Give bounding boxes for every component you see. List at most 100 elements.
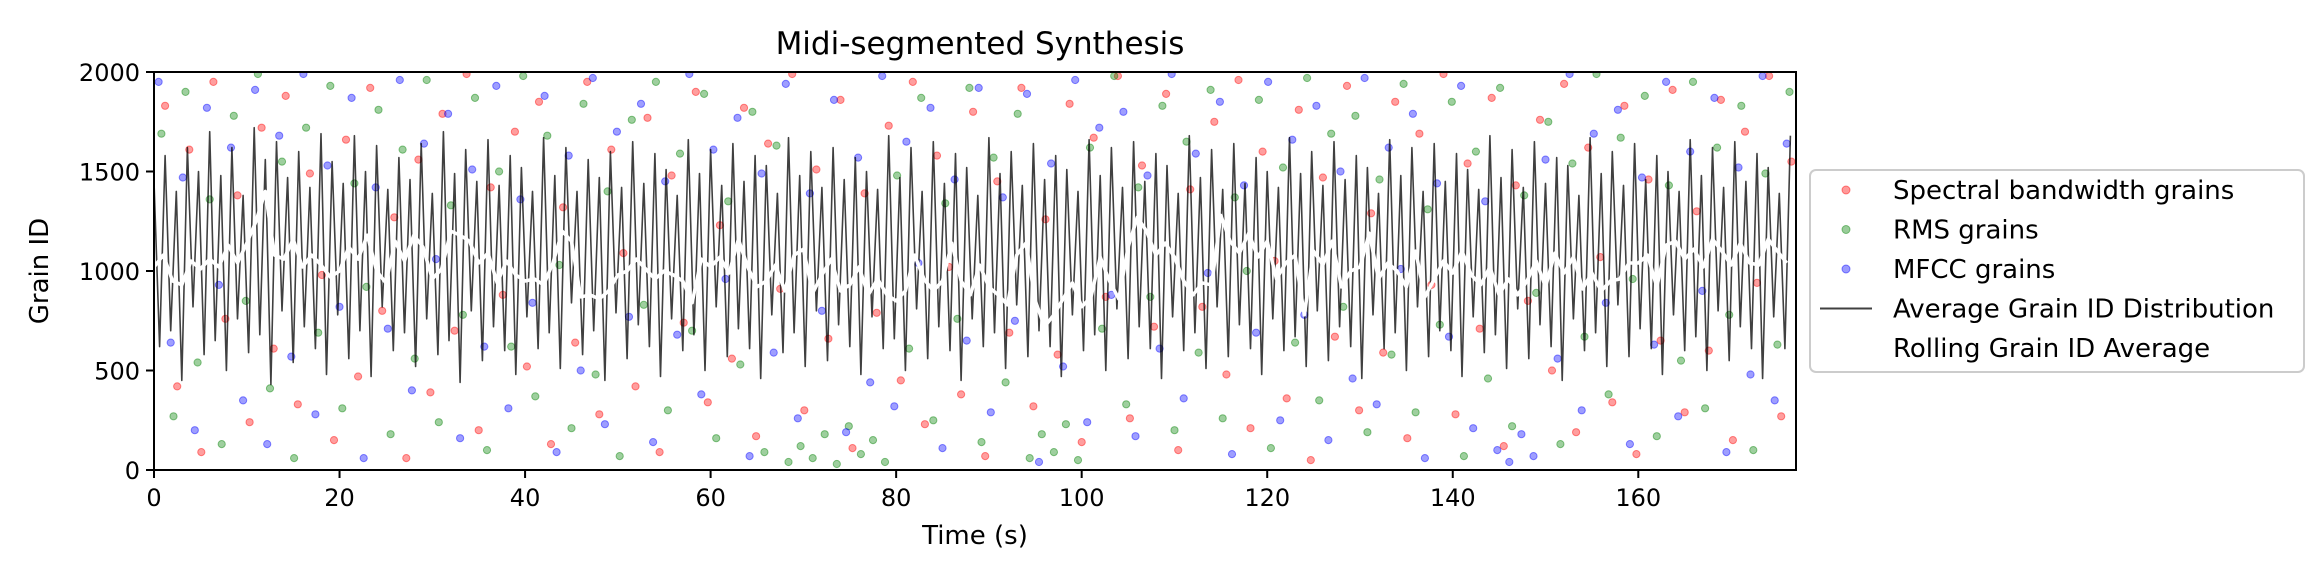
plot-series [154, 72, 1796, 469]
scatter-point [482, 446, 492, 455]
scatter-point [438, 109, 447, 118]
scatter-point [908, 77, 917, 87]
scatter-point [866, 378, 875, 387]
scatter-point [1415, 129, 1424, 138]
scatter-point [522, 362, 532, 371]
legend-label: RMS grains [1893, 216, 2039, 246]
scatter-point [764, 139, 773, 148]
scatter-point [1403, 434, 1412, 443]
scatter-point [1179, 394, 1188, 403]
scatter-point [1688, 77, 1698, 87]
scatter-point [1143, 171, 1152, 180]
scatter-point [1572, 428, 1581, 437]
scatter-point [1676, 356, 1686, 365]
scatter-point [752, 432, 761, 441]
legend-item: Spectral bandwidth grains [1841, 176, 2234, 206]
scatter-point [1071, 75, 1080, 85]
scatter-point [1049, 448, 1059, 457]
scatter-point [926, 103, 935, 112]
scatter-point [202, 103, 211, 112]
scatter-point [1206, 85, 1215, 95]
scatter-point [1668, 85, 1677, 95]
scatter-point [712, 434, 721, 443]
scatter-point [583, 77, 592, 87]
scatter-point [1749, 446, 1758, 455]
scatter-point [293, 400, 302, 409]
scatter-point [1652, 432, 1661, 441]
scatter-point [1420, 454, 1430, 463]
scatter-point [431, 255, 441, 264]
scatter-point [685, 72, 694, 79]
scatter-point [1785, 87, 1794, 97]
scatter-point [1423, 205, 1432, 214]
legend-item: MFCC grains [1841, 255, 2055, 285]
scatter-point [209, 77, 218, 87]
scatter-point [651, 77, 661, 87]
scatter-point [600, 420, 610, 429]
scatter-point [727, 354, 737, 363]
scatter-point [856, 450, 866, 459]
scatter-point [1432, 179, 1442, 188]
scatter-point [607, 145, 616, 154]
scatter-point [1375, 175, 1384, 184]
scatter-point [354, 372, 363, 381]
scatter-point [989, 153, 998, 162]
scatter-point [1399, 79, 1408, 89]
scatter-point [1077, 438, 1086, 447]
scatter-point [1174, 446, 1183, 455]
scatter-point [1592, 72, 1601, 79]
scatter-point [1239, 181, 1249, 190]
average-distribution-line [154, 126, 1792, 386]
scatter-point [760, 448, 769, 457]
scatter-point [1737, 101, 1746, 110]
scatter-point [576, 366, 585, 375]
scatter-point [817, 306, 827, 315]
scatter-point [1758, 72, 1767, 81]
scatter-point [896, 376, 905, 385]
legend-label: Rolling Grain ID Average [1893, 334, 2210, 364]
scatter-point [1215, 97, 1225, 106]
scatter-point [154, 77, 163, 87]
scatter-point [559, 203, 568, 212]
scatter-point [902, 137, 911, 146]
scatter-point [492, 81, 501, 91]
scatter-point [769, 348, 778, 357]
scatter-point [969, 107, 978, 116]
rolling-average-line [154, 189, 1789, 329]
scatter-point [1777, 412, 1786, 421]
scatter-point [893, 171, 902, 180]
scatter-point [1252, 328, 1261, 337]
scatter-point [643, 113, 652, 122]
scatter-point [193, 358, 202, 367]
scatter-point [528, 298, 537, 307]
scatter-point [962, 336, 971, 345]
scatter-point [462, 72, 471, 79]
scatter-point [1234, 75, 1243, 85]
scatter-point [474, 426, 483, 435]
scatter-point [378, 306, 387, 315]
scatter-point [1728, 436, 1738, 445]
scatter-point [667, 171, 676, 180]
scatter-point [636, 99, 646, 108]
scatter-point [884, 121, 893, 130]
scatter-point [257, 123, 266, 132]
scatter-point [161, 101, 170, 110]
scatter-point [1637, 173, 1647, 182]
scatter-point [366, 83, 375, 93]
scatter-point [1722, 448, 1731, 457]
scatter-point [1604, 390, 1613, 399]
scatter-point [1210, 117, 1219, 126]
scatter-point [1122, 400, 1131, 409]
scatter-point [772, 141, 781, 150]
scatter-point [386, 430, 395, 439]
scatter-point [181, 87, 190, 97]
scatter-point [1640, 91, 1649, 101]
scatter-point [929, 416, 938, 425]
y-axis: 0 500 1000 1500 2000 [79, 59, 154, 485]
scatter-point [1782, 139, 1791, 148]
scatter-point [1408, 109, 1418, 118]
scatter-point [842, 428, 851, 437]
scatter-point [1499, 442, 1508, 451]
x-axis: 0 20 40 60 80 100 120 140 160 [146, 470, 1661, 512]
